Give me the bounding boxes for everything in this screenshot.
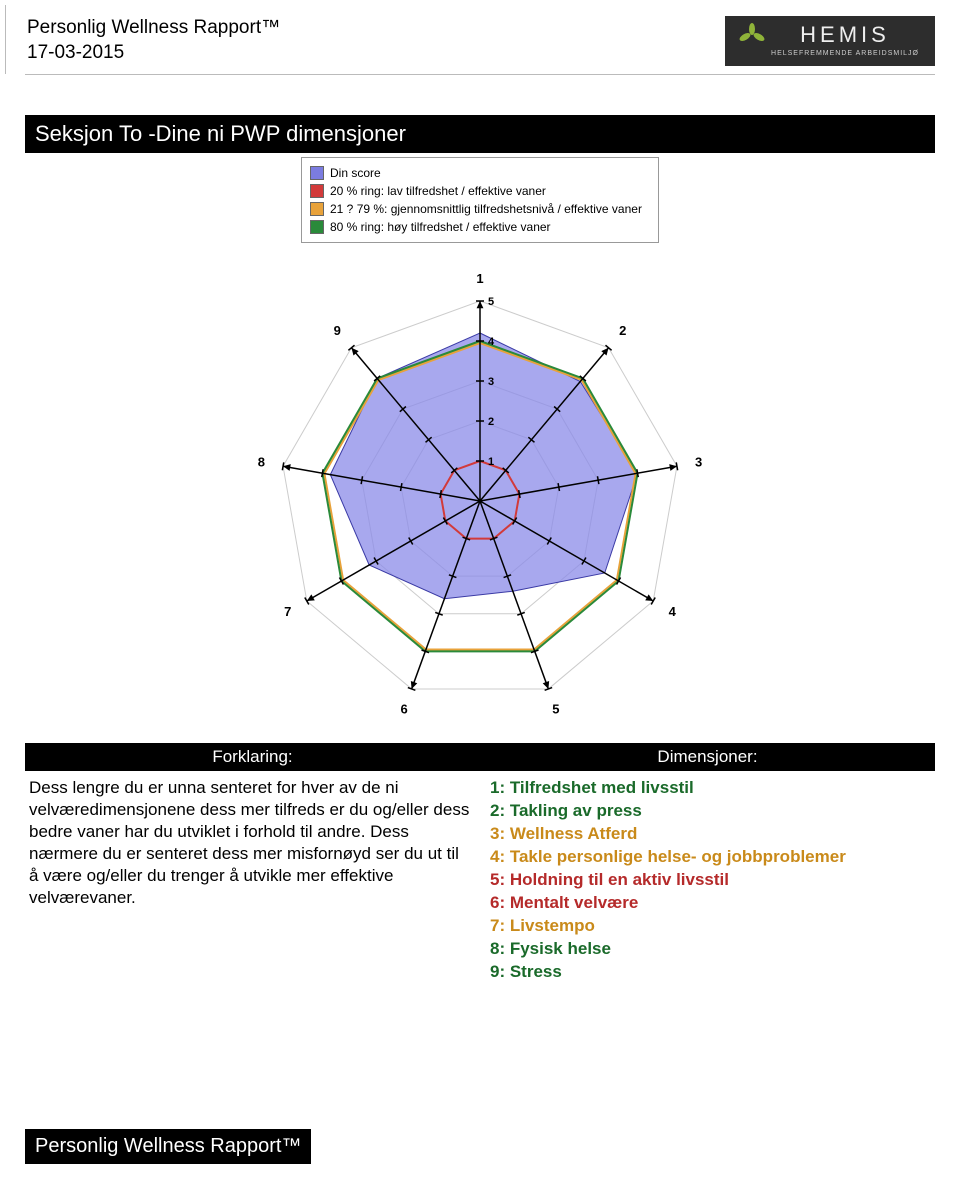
svg-text:8: 8 [258,454,265,469]
section-title: Seksjon To -Dine ni PWP dimensjoner [25,115,935,153]
chart-box: Din score 20 % ring: lav tilfredshet / ef… [210,157,750,731]
explain-right-head: Dimensjoner: [480,743,935,771]
dimension-item: 9: Stress [490,961,931,984]
legend-item: 80 % ring: høy tilfredshet / effektive v… [310,218,650,236]
dimension-item: 7: Livstempo [490,915,931,938]
svg-text:9: 9 [334,323,341,338]
radar-chart: 1 2 3 4 5 6 7 8 9 1 2 3 4 5 [220,251,740,731]
page-header: Personlig Wellness Rapport™ 17-03-2015 H… [25,10,935,75]
legend-item: 21 ? 79 %: gjennomsnittlig tilfredshetsn… [310,200,650,218]
header-title-block: Personlig Wellness Rapport™ 17-03-2015 [25,16,280,65]
report-title: Personlig Wellness Rapport™ [27,16,280,41]
legend-swatch [310,202,324,216]
dimensions-list: 1: Tilfredshet med livsstil2: Takling av… [480,771,935,989]
legend-item: 20 % ring: lav tilfredshet / effektive v… [310,182,650,200]
explain-header-row: Forklaring: Dimensjoner: [25,743,935,771]
svg-text:2: 2 [488,416,494,428]
leaf-icon [737,21,767,47]
legend-label: 21 ? 79 %: gjennomsnittlig tilfredshetsn… [330,202,642,216]
svg-text:4: 4 [488,336,495,348]
svg-text:4: 4 [669,604,677,619]
dimension-item: 3: Wellness Atferd [490,823,931,846]
svg-text:2: 2 [619,323,626,338]
dimension-item: 8: Fysisk helse [490,938,931,961]
svg-text:7: 7 [284,604,291,619]
explain-left-head: Forklaring: [25,743,480,771]
legend-swatch [310,166,324,180]
explain-text: Dess lengre du er unna senteret for hver… [25,771,480,989]
legend-swatch [310,220,324,234]
svg-text:3: 3 [695,454,702,469]
svg-text:6: 6 [400,702,407,717]
dimension-item: 2: Takling av press [490,800,931,823]
report-date: 17-03-2015 [27,41,280,66]
page-footer: Personlig Wellness Rapport™ [25,1129,935,1164]
dimension-item: 5: Holdning til en aktiv livsstil [490,869,931,892]
dimension-item: 1: Tilfredshet med livsstil [490,777,931,800]
legend-label: 80 % ring: høy tilfredshet / effektive v… [330,220,551,234]
logo-subtext: HELSEFREMMENDE ARBEIDSMILJØ [771,50,919,57]
chart-container: Din score 20 % ring: lav tilfredshet / ef… [25,157,935,731]
footer-text: Personlig Wellness Rapport™ [25,1129,311,1164]
svg-text:5: 5 [552,702,559,717]
chart-legend: Din score 20 % ring: lav tilfredshet / ef… [301,157,659,243]
svg-text:1: 1 [488,456,494,468]
explain-body-row: Dess lengre du er unna senteret for hver… [25,771,935,989]
legend-label: 20 % ring: lav tilfredshet / effektive v… [330,184,546,198]
svg-text:1: 1 [476,271,483,286]
page: Personlig Wellness Rapport™ 17-03-2015 H… [0,0,960,1189]
legend-label: Din score [330,166,381,180]
dimension-item: 6: Mentalt velvære [490,892,931,915]
svg-text:5: 5 [488,296,494,308]
logo-text: HEMIS [800,22,890,48]
dimension-item: 4: Takle personlige helse- og jobbproble… [490,846,931,869]
svg-text:3: 3 [488,376,494,388]
legend-swatch [310,184,324,198]
legend-item: Din score [310,164,650,182]
logo: HEMIS HELSEFREMMENDE ARBEIDSMILJØ [725,16,935,66]
